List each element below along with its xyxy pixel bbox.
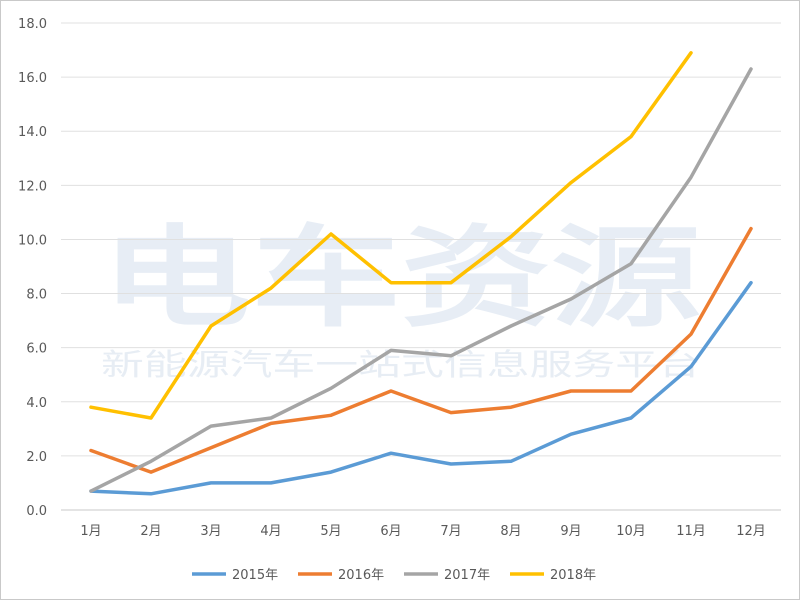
y-tick-label: 0.0	[26, 504, 47, 519]
y-tick-label: 18.0	[18, 17, 47, 32]
x-tick-label: 3月	[200, 524, 221, 539]
x-tick-label: 4月	[260, 524, 281, 539]
y-tick-label: 4.0	[26, 396, 47, 411]
x-tick-label: 11月	[676, 524, 706, 539]
x-axis-tick-labels: 1月 2月 3月 4月 5月 6月 7月 8月 9月 10月 11月 12月	[80, 524, 765, 539]
x-tick-label: 10月	[616, 524, 646, 539]
series-line-4	[89, 51, 693, 420]
series-line-3	[89, 67, 753, 493]
x-tick-label: 9月	[560, 524, 581, 539]
legend-label: 2018年	[550, 568, 596, 583]
series-line-2	[89, 226, 753, 474]
x-tick-label: 12月	[736, 524, 766, 539]
watermark-logo-text: 电车资源	[101, 214, 701, 342]
x-tick-label: 7月	[440, 524, 461, 539]
y-tick-label: 14.0	[18, 125, 47, 140]
legend: 2015年 2016年 2017年 2018年	[192, 568, 596, 583]
y-tick-label: 12.0	[18, 179, 47, 194]
y-tick-label: 6.0	[26, 342, 47, 357]
y-tick-label: 8.0	[26, 288, 47, 303]
legend-label: 2015年	[232, 568, 278, 583]
legend-label: 2016年	[338, 568, 384, 583]
y-tick-label: 10.0	[18, 233, 47, 248]
legend-label: 2017年	[444, 568, 490, 583]
watermark-subtitle-text: 新能源汽车一站式信息服务平台	[101, 348, 701, 383]
y-tick-label: 16.0	[18, 71, 47, 86]
watermark: 电车资源 新能源汽车一站式信息服务平台	[101, 214, 701, 383]
y-tick-label: 2.0	[26, 450, 47, 465]
series-lines	[89, 51, 753, 496]
x-tick-label: 2月	[140, 524, 161, 539]
x-tick-label: 1月	[80, 524, 101, 539]
x-tick-label: 8月	[500, 524, 521, 539]
x-tick-label: 5月	[320, 524, 341, 539]
y-axis-tick-labels: 0.0 2.0 4.0 6.0 8.0 10.0 12.0 14.0 16.0 18.0	[18, 17, 47, 519]
series-line-1	[89, 280, 753, 496]
x-tick-label: 6月	[380, 524, 401, 539]
